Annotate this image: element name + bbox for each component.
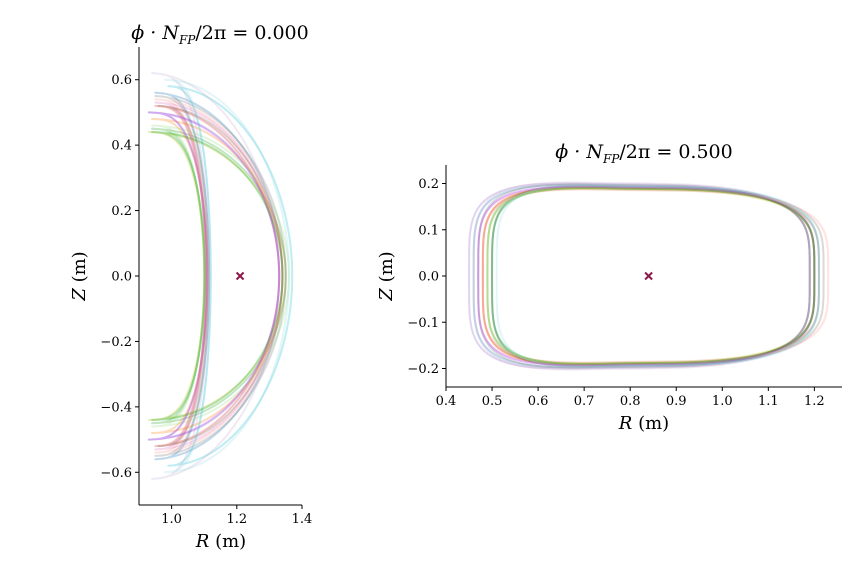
x-tick-label: 0.9 xyxy=(666,394,687,409)
boundary-curve xyxy=(491,185,820,367)
y-tick-label: −0.2 xyxy=(407,362,439,377)
boundary-curve xyxy=(167,85,294,467)
y-tick-label: 0.6 xyxy=(111,73,132,88)
panel-1-curves xyxy=(147,72,294,480)
y-tick-label: 0.2 xyxy=(418,177,439,192)
boundary-curve xyxy=(486,187,825,365)
boundary-curve xyxy=(151,131,284,421)
boundary-curve xyxy=(486,188,816,364)
boundary-curve xyxy=(486,186,816,366)
boundary-curve xyxy=(154,91,284,461)
x-tick-label: 0.4 xyxy=(436,394,457,409)
panel-2-y-label: Z (m) xyxy=(376,251,397,301)
boundary-curve xyxy=(154,101,281,451)
axis-x-marker xyxy=(644,271,653,281)
panel-phi-0: ϕ · NFP/2π = 0.000 1.0 1.2 1.4 −0.6 −0.4 −0.2… xyxy=(69,22,312,552)
y-tick-label: 0.0 xyxy=(418,270,439,285)
y-tick-label: 0.4 xyxy=(111,139,132,154)
y-tick-label: −0.1 xyxy=(407,316,439,331)
boundary-curve xyxy=(151,117,284,435)
boundary-curve xyxy=(151,127,287,425)
boundary-curve xyxy=(151,72,281,480)
boundary-curve xyxy=(147,111,281,441)
boundary-curve xyxy=(481,187,820,365)
x-tick-label: 1.2 xyxy=(226,512,247,527)
panel-2-title: ϕ · NFP/2π = 0.500 xyxy=(555,141,732,166)
panel-2-curves xyxy=(468,181,830,371)
boundary-curve xyxy=(491,187,816,365)
panel-1-magnetic-axis-marker xyxy=(235,271,245,281)
y-tick-label: −0.4 xyxy=(100,400,132,415)
boundary-curve xyxy=(477,185,816,367)
boundary-curve xyxy=(157,104,284,448)
boundary-curve xyxy=(472,181,811,371)
boundary-curve xyxy=(154,98,284,454)
boundary-curve xyxy=(468,182,811,370)
panel-1-title: ϕ · NFP/2π = 0.000 xyxy=(131,22,308,47)
panel-1-y-label: Z (m) xyxy=(69,251,90,301)
boundary-curve xyxy=(147,131,287,421)
boundary-curve xyxy=(477,183,816,369)
boundary-curve xyxy=(477,186,825,366)
x-tick-label: 1.2 xyxy=(804,394,825,409)
x-tick-label: 1.0 xyxy=(712,394,733,409)
boundary-curve xyxy=(154,104,281,448)
panel-2-magnetic-axis-marker xyxy=(644,271,653,281)
x-tick-label: 1.0 xyxy=(161,512,182,527)
x-tick-label: 0.5 xyxy=(482,394,503,409)
y-tick-label: 0.0 xyxy=(111,270,132,285)
y-tick-label: 0.2 xyxy=(111,204,132,219)
panel-2-ticks: 0.4 0.5 0.6 0.7 0.8 0.9 1.0 1.1 1.2 −0.2 −0.1 0.0 0.… xyxy=(407,177,824,409)
boundary-curve xyxy=(164,78,290,474)
x-tick-label: 0.6 xyxy=(528,394,549,409)
panel-phi-0.5: ϕ · NFP/2π = 0.500 0.4 0.5 0.6 0.7 0.8 0.9 1.0… xyxy=(376,141,842,434)
boundary-curve xyxy=(495,184,820,368)
boundary-curve xyxy=(154,95,287,457)
y-tick-label: −0.6 xyxy=(100,466,132,481)
boundary-curve xyxy=(147,111,281,441)
boundary-curve xyxy=(151,124,290,428)
x-tick-label: 0.7 xyxy=(574,394,595,409)
panel-1-x-label: R (m) xyxy=(195,531,246,552)
y-tick-label: 0.1 xyxy=(418,223,439,238)
x-tick-label: 1.1 xyxy=(758,394,779,409)
axis-x-marker xyxy=(235,271,245,281)
boundary-curve xyxy=(481,188,830,364)
panel-1-ticks: 1.0 1.2 1.4 −0.6 −0.4 −0.2 0.0 0.2 0.4 0.6 xyxy=(100,73,312,527)
x-tick-label: 0.8 xyxy=(620,394,641,409)
boundary-curve xyxy=(491,184,811,368)
x-tick-label: 1.4 xyxy=(292,512,313,527)
boundary-curve xyxy=(481,186,816,366)
boundary-curve xyxy=(472,183,811,369)
y-tick-label: −0.2 xyxy=(100,335,132,350)
panel-2-x-label: R (m) xyxy=(618,413,669,434)
